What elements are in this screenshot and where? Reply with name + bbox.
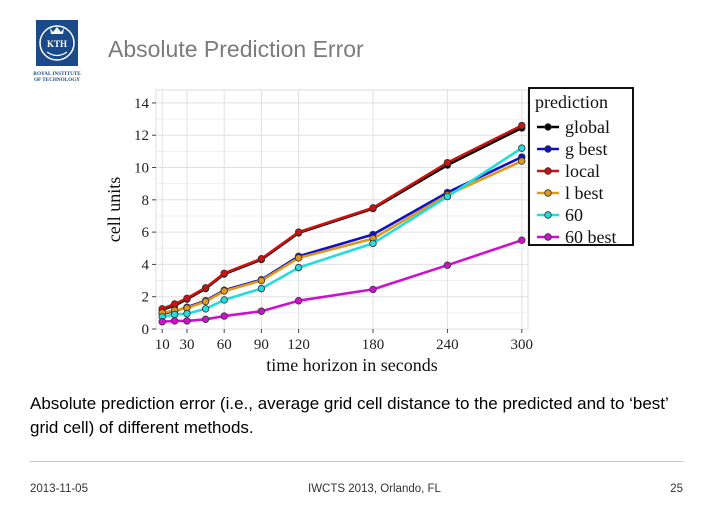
y-tick-label: 10 [134,161,149,177]
data-point [220,296,228,304]
logo-text-line1: ROYAL INSTITUTE [33,71,81,77]
data-point [257,276,266,285]
x-tick-label: 300 [511,337,534,353]
legend-swatch-point [544,123,552,131]
data-point [518,236,526,244]
legend-entry-label: 60 best [565,227,617,247]
data-point [183,294,191,303]
plot-area [155,89,529,330]
kth-crest-icon: KTH ROYAL INSTITUTE OF TECHNOLOGY [33,20,81,83]
data-point [257,307,266,315]
y-tick-label: 4 [142,257,150,273]
series-line-60-best [162,238,523,323]
data-point [294,254,303,262]
x-tick-label: 240 [436,337,459,353]
data-point [369,285,377,294]
data-point [294,263,303,272]
data-point [170,300,179,308]
data-point [369,239,377,248]
legend-entry-label: g best [565,139,608,159]
series-line-l-best [161,159,523,315]
y-tick-label: 14 [134,96,150,112]
y-tick-label: 8 [142,193,150,209]
y-tick-label: 0 [142,322,150,338]
grid-layer [155,89,529,330]
series-line-local [161,124,523,311]
data-point [201,297,210,306]
legend-swatch-point [544,145,552,153]
y-tick-label: 2 [142,290,150,306]
x-tick-label: 180 [362,337,385,353]
data-point [518,121,526,130]
data-point [201,284,210,292]
series-line-60 [161,147,523,319]
legend-entry-label: global [565,117,610,137]
x-tick-label: 90 [254,337,269,353]
legend-entry-label: l best [565,183,604,203]
axis-layer: 0 2 4 6 8 10 12 14 10 30 60 90 120 180 240 300 [134,96,533,353]
legend-title: prediction [535,92,608,112]
footer-divider [30,461,684,462]
kth-logo: KTH ROYAL INSTITUTE OF TECHNOLOGY [28,18,86,84]
data-point [220,287,228,295]
legend-swatch-point [544,211,552,219]
legend-entry-label: local [565,161,600,181]
y-tick-label: 12 [134,128,149,144]
slide-title: Absolute Prediction Error [108,36,364,62]
legend-entry-label: 60 [565,205,583,225]
footer-date: 2013-11-05 [30,483,88,495]
footer-conference: IWCTS 2013, Orlando, FL [308,483,441,495]
data-point [170,317,179,325]
data-point [443,192,452,201]
data-point [170,310,179,319]
x-tick-label: 10 [155,337,170,353]
data-point [294,297,303,305]
y-tick-label: 6 [142,225,150,241]
data-point [518,157,526,165]
legend-box [528,87,634,246]
data-point [443,158,452,167]
chart-container: 0 2 4 6 8 10 12 14 10 30 60 90 120 180 240 300 time hor… [95,80,640,385]
data-point [220,312,228,320]
crest-text: KTH [47,39,67,49]
logo-text-line2: OF TECHNOLOGY [34,77,80,83]
x-axis-label: time horizon in seconds [266,355,437,375]
x-tick-label: 60 [217,337,232,353]
data-point [183,309,191,318]
series-layer [158,121,526,326]
x-tick-label: 120 [287,337,310,353]
y-axis-label: cell units [104,177,124,243]
data-point [201,315,210,324]
x-tick-label: 30 [180,337,195,353]
footer-page-number: 25 [670,483,683,495]
legend-swatch-point [544,233,552,241]
data-point [369,204,377,212]
data-point [220,269,228,277]
data-point [257,284,266,293]
data-point [294,228,303,236]
data-point [183,317,191,325]
data-point [518,144,526,152]
data-point [257,255,266,263]
data-point [158,318,166,326]
legend-swatch-point [544,189,552,197]
legend-swatch-point [544,167,552,175]
data-point [443,261,452,269]
line-chart: 0 2 4 6 8 10 12 14 10 30 60 90 120 180 240 300 time hor… [104,87,634,375]
slide-caption: Absolute prediction error (i.e., average… [30,394,669,437]
data-point [201,305,210,313]
